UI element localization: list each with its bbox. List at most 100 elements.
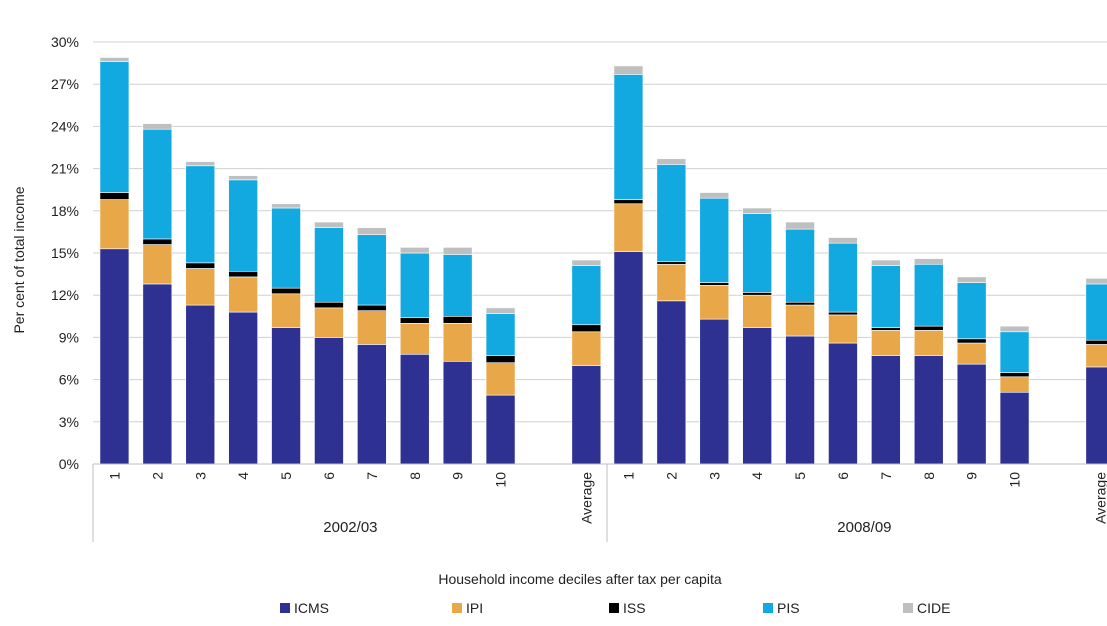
y-tick-label: 15% (51, 245, 79, 261)
bar-segment-ipi (871, 330, 901, 356)
bar-segment-iss (699, 282, 730, 286)
bar-segment-ipi (913, 330, 944, 356)
bar-segment-cide (142, 123, 173, 130)
bar-segment-cide (1085, 278, 1107, 285)
bar-segment-cide (357, 227, 387, 236)
x-tick-label: 6 (321, 472, 337, 480)
y-tick-label: 9% (59, 329, 79, 345)
bar-segment-cide (442, 247, 473, 255)
bar-segment-pis (399, 252, 430, 319)
bar-segment-pis (271, 207, 301, 289)
bar-segment-ipi (142, 244, 173, 285)
bar-segment-cide (571, 259, 602, 266)
bar-segment-icms (913, 355, 944, 465)
bar-segment-icms (399, 353, 430, 465)
bar-segment-iss (357, 304, 387, 311)
bar-segment-pis (185, 165, 216, 264)
bar-segment-ipi (485, 362, 516, 396)
x-tick-label: 7 (364, 472, 380, 480)
bar-segment-icms (571, 365, 602, 465)
bar-segment-cide (99, 57, 130, 62)
y-tick-label: 0% (59, 456, 79, 472)
bar-segment-cide (485, 307, 516, 314)
y-tick-label: 21% (51, 161, 79, 177)
bar-segment-ipi (956, 342, 987, 365)
bar-segment-ipi (442, 323, 473, 362)
legend-swatch-icms (280, 603, 290, 613)
bar-segment-cide (228, 175, 258, 181)
bar-segment-iss (785, 301, 815, 306)
bar-segment-cide (271, 203, 301, 209)
bar-segment-pis (357, 234, 387, 306)
bar-segment-iss (271, 287, 301, 295)
legend-label-pis: PIS (777, 600, 800, 616)
bar-segment-iss (999, 372, 1030, 378)
bar-segment-ipi (613, 203, 644, 252)
bar-segment-iss (99, 192, 130, 200)
y-tick-label: 18% (51, 203, 79, 219)
bar-segment-iss (913, 325, 944, 331)
bar-segment-pis (571, 265, 602, 326)
bar-segment-iss (571, 324, 602, 333)
bar-segment-ipi (699, 285, 730, 320)
bar-segment-pis (828, 242, 858, 313)
bar-segment-icms (956, 363, 987, 465)
y-tick-label: 6% (59, 372, 79, 388)
bar-segment-cide (656, 158, 687, 165)
x-tick-label: 4 (749, 472, 765, 480)
x-tick-label: 5 (278, 472, 294, 480)
legend-swatch-ipi (452, 603, 462, 613)
legend-swatch-cide (903, 603, 913, 613)
x-axis-title: Household income deciles after tax per c… (438, 571, 721, 587)
bar-segment-cide (913, 258, 944, 265)
bar-segment-cide (956, 276, 987, 283)
group-label: 2008/09 (837, 519, 891, 536)
bar-segment-ipi (742, 294, 772, 328)
bar-segment-ipi (399, 323, 430, 355)
bar-segment-icms (314, 337, 344, 465)
bar-segment-ipi (228, 276, 258, 313)
gridlines (93, 41, 1107, 423)
x-tick-label: 1 (620, 472, 636, 480)
bar-segment-pis (142, 128, 173, 240)
x-tick-label: 9 (964, 472, 980, 480)
bar-segment-ipi (785, 304, 815, 337)
bar-segment-iss (1085, 339, 1107, 345)
legend-swatch-pis (763, 603, 773, 613)
bar-segment-cide (613, 65, 644, 75)
bar-segment-icms (699, 318, 730, 465)
bar-segment-pis (99, 61, 130, 193)
x-tick-label: 2 (149, 472, 165, 480)
bar-segment-iss (828, 311, 858, 316)
x-tick-label: 10 (493, 472, 509, 488)
bar-segment-pis (314, 227, 344, 303)
bar-segment-icms (485, 394, 516, 465)
bar-segment-ipi (99, 199, 130, 250)
x-tick-label: Average (1092, 472, 1107, 524)
x-tick-label: 6 (835, 472, 851, 480)
bar-segment-cide (999, 325, 1030, 333)
bar-segment-iss (656, 261, 687, 265)
bar-segment-pis (742, 213, 772, 293)
bar-segment-iss (228, 270, 258, 278)
y-tick-label: 24% (51, 118, 79, 134)
bar-segment-cide (314, 221, 344, 228)
bar-segment-cide (871, 259, 901, 266)
bar-segment-icms (1085, 366, 1107, 465)
bar-segment-icms (99, 248, 130, 465)
bar-segment-pis (228, 179, 258, 272)
bar-segment-icms (999, 391, 1030, 465)
bar-segment-ipi (656, 263, 687, 302)
legend-swatch-iss (609, 603, 619, 613)
bar-segment-icms (142, 283, 173, 465)
bar-segment-cide (828, 237, 858, 244)
x-tick-label: 2 (663, 472, 679, 480)
bar-segment-iss (742, 292, 772, 296)
group-label: 2002/03 (323, 519, 377, 536)
bar-segment-ipi (571, 331, 602, 366)
bar-segment-pis (999, 331, 1030, 373)
bar-segment-cide (185, 161, 216, 167)
bar-segment-icms (185, 304, 216, 465)
